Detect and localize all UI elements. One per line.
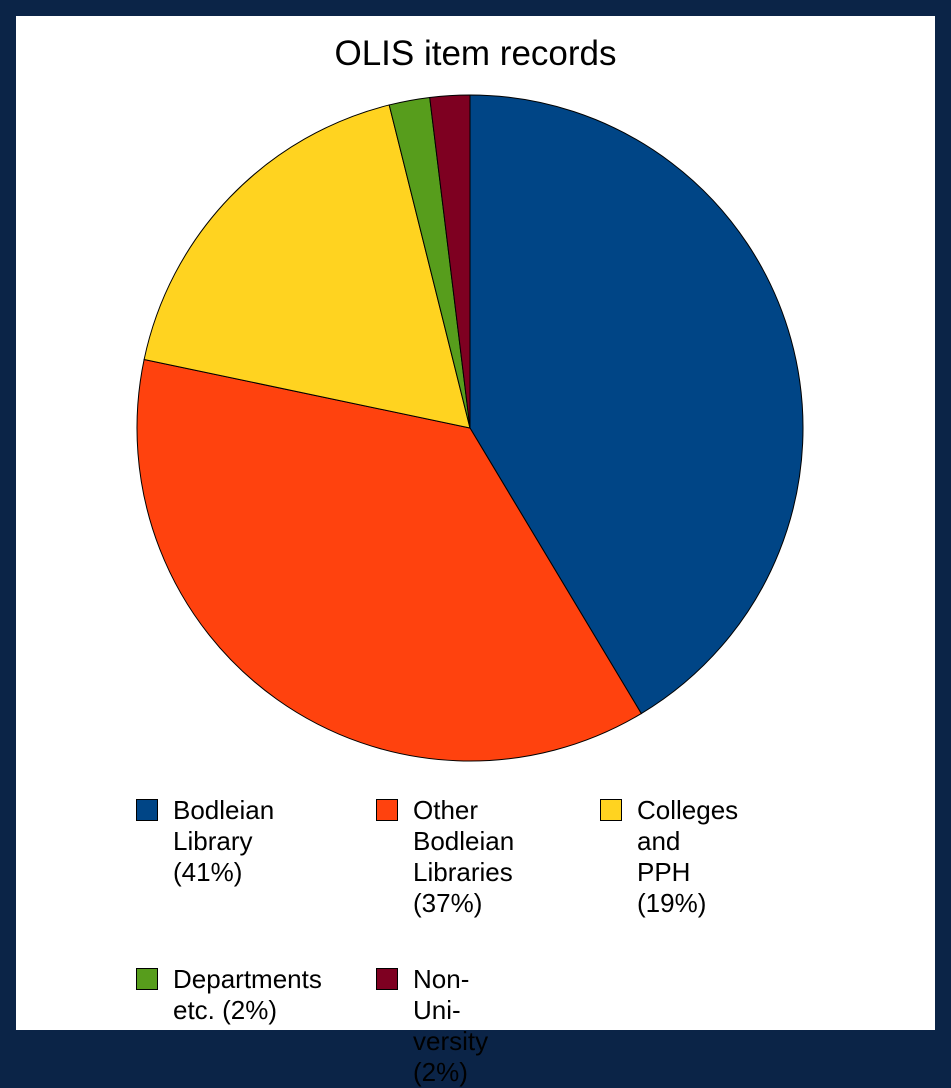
legend-swatch <box>376 968 398 990</box>
legend-label: Colleges and PPH (19%) <box>637 795 739 918</box>
legend-label: Departments etc. (2%) <box>173 964 322 1025</box>
legend-label: Non-Uni- versity (2%) <box>413 964 489 1087</box>
pie-slice-1 <box>469 94 804 715</box>
legend-label: Other Bodleian Libraries (37%) <box>413 795 515 918</box>
pie-slice-3 <box>143 104 471 429</box>
pie-chart <box>136 94 804 762</box>
legend-swatch <box>136 968 158 990</box>
legend-swatch <box>600 799 622 821</box>
chart-title: OLIS item records <box>334 34 617 73</box>
legend-swatch <box>136 799 158 821</box>
legend-label: Bodleian Library (41%) <box>173 795 275 887</box>
chart-panel: OLIS item records Bodleian Library (41%)… <box>16 16 935 1087</box>
pie-slice-5 <box>429 94 471 429</box>
pie-slice-2 <box>136 358 642 762</box>
legend-swatch <box>376 799 398 821</box>
